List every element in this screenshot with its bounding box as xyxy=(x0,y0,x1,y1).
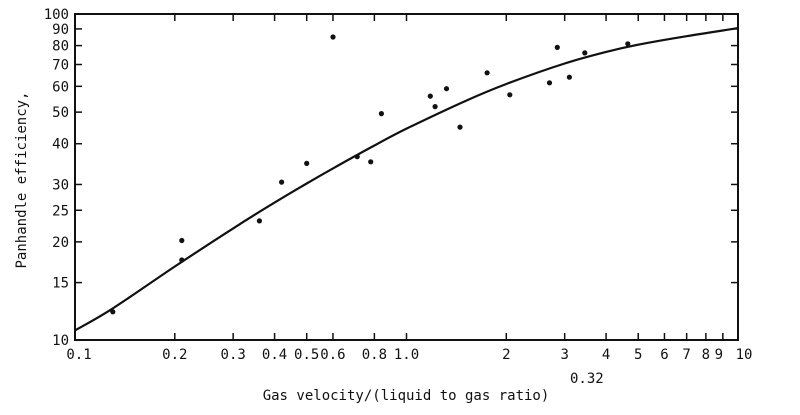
data-point xyxy=(457,124,463,130)
x-axis-title-exponent: 0.32 xyxy=(570,371,604,387)
x-tick-label: 0.2 xyxy=(162,347,187,363)
x-tick-label: 0.6 xyxy=(320,347,345,363)
data-points-layer xyxy=(110,34,631,315)
y-tick-label: 80 xyxy=(52,39,69,55)
x-tick-label: 0.5 xyxy=(294,347,319,363)
x-tick-label: 3 xyxy=(560,347,568,363)
plot-area xyxy=(74,13,739,341)
data-point xyxy=(443,86,450,92)
data-point xyxy=(354,154,360,160)
x-tick-label: 0.8 xyxy=(362,347,387,363)
data-point xyxy=(378,111,384,117)
x-tick-label: 4 xyxy=(602,347,610,363)
y-tick-label: 60 xyxy=(52,79,69,95)
x-tick-label: 2 xyxy=(502,347,510,363)
data-point xyxy=(546,80,553,86)
x-tick-label: 9 xyxy=(715,347,723,363)
y-tick-label: 90 xyxy=(52,22,69,38)
y-tick-label: 15 xyxy=(52,276,69,292)
y-tick-label: 100 xyxy=(44,7,69,23)
y-tick-label: 25 xyxy=(52,203,69,219)
data-point xyxy=(256,218,262,224)
y-tick-label: 40 xyxy=(52,137,69,153)
data-point xyxy=(554,44,560,51)
y-tick-label: 70 xyxy=(52,57,69,73)
fit-curve xyxy=(74,27,739,332)
data-point xyxy=(484,70,490,76)
fit-curve-layer xyxy=(74,27,739,332)
y-axis-title: Panhandle efficiency, xyxy=(14,91,30,268)
data-point xyxy=(279,179,285,185)
data-point xyxy=(432,104,438,110)
x-tick-label: 8 xyxy=(702,347,710,363)
x-tick-label: 0.1 xyxy=(66,347,91,363)
y-tick-label: 30 xyxy=(52,177,69,193)
data-point xyxy=(179,257,185,263)
data-point xyxy=(110,309,116,315)
data-point xyxy=(330,34,336,40)
y-tick-label: 10 xyxy=(52,333,69,349)
x-axis-ticks: 0.1 0.2 0.3 0.4 0.5 0.6 0.8 1.0 2 3 4 5 6 7 8 9 10 xyxy=(66,14,752,363)
y-tick-label: 50 xyxy=(52,105,69,121)
data-point xyxy=(304,160,310,166)
x-tick-label: 1.0 xyxy=(394,347,419,363)
data-point xyxy=(566,74,573,80)
x-tick-label: 0.3 xyxy=(221,347,246,363)
x-axis-title: Gas velocity/(liquid to gas ratio) xyxy=(263,388,550,404)
x-tick-label: 6 xyxy=(660,347,668,363)
data-point xyxy=(179,237,185,244)
data-point xyxy=(427,93,433,99)
data-point xyxy=(368,159,374,165)
data-point xyxy=(582,50,588,56)
x-tick-label: 5 xyxy=(634,347,642,363)
data-point xyxy=(507,92,513,98)
x-tick-label: 10 xyxy=(736,347,753,363)
plot-frame xyxy=(74,13,739,341)
x-tick-label: 7 xyxy=(682,347,690,363)
y-tick-label: 20 xyxy=(52,235,69,251)
x-tick-label: 0.4 xyxy=(262,347,287,363)
data-point xyxy=(625,41,631,47)
